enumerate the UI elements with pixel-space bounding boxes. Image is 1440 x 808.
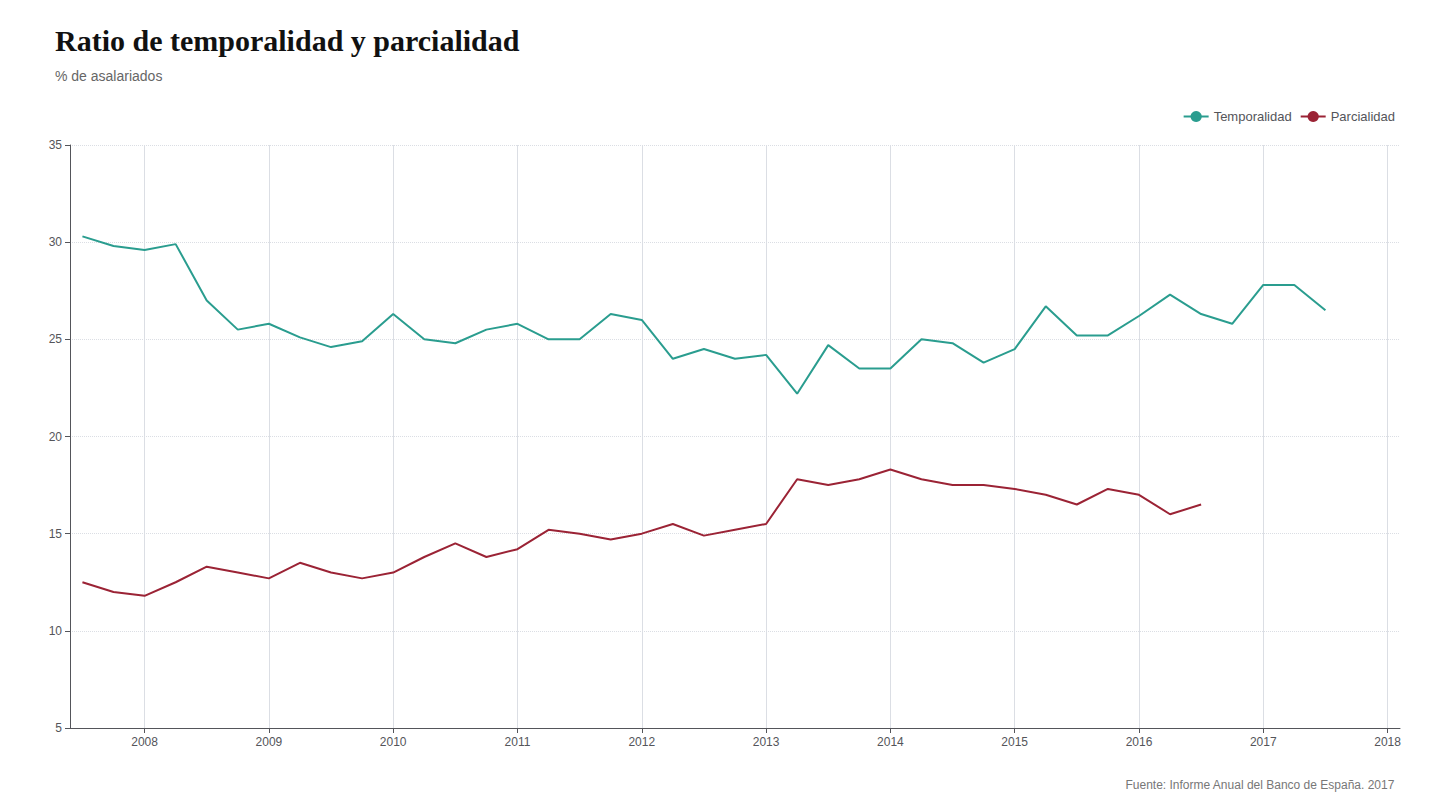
svg-text:2017: 2017 — [1250, 735, 1277, 749]
svg-text:% de asalariados: % de asalariados — [55, 68, 162, 84]
svg-text:25: 25 — [49, 332, 63, 346]
svg-text:2008: 2008 — [131, 735, 158, 749]
svg-text:Ratio de temporalidad y parcia: Ratio de temporalidad y parcialidad — [55, 24, 520, 57]
svg-text:2010: 2010 — [380, 735, 407, 749]
svg-text:5: 5 — [55, 721, 62, 735]
svg-text:15: 15 — [49, 527, 63, 541]
svg-text:20: 20 — [49, 430, 63, 444]
svg-text:Parcialidad: Parcialidad — [1331, 109, 1395, 124]
svg-text:35: 35 — [49, 138, 63, 152]
svg-text:Temporalidad: Temporalidad — [1214, 109, 1292, 124]
svg-text:2018: 2018 — [1374, 735, 1401, 749]
svg-text:2012: 2012 — [628, 735, 655, 749]
svg-text:10: 10 — [49, 624, 63, 638]
svg-text:Fuente: Informe Anual del Banc: Fuente: Informe Anual del Banco de Españ… — [1125, 778, 1394, 792]
svg-text:2009: 2009 — [256, 735, 283, 749]
svg-text:2013: 2013 — [753, 735, 780, 749]
svg-text:2011: 2011 — [505, 735, 531, 749]
svg-text:30: 30 — [49, 235, 63, 249]
svg-text:2016: 2016 — [1126, 735, 1153, 749]
svg-text:2015: 2015 — [1001, 735, 1028, 749]
svg-text:2014: 2014 — [877, 735, 904, 749]
